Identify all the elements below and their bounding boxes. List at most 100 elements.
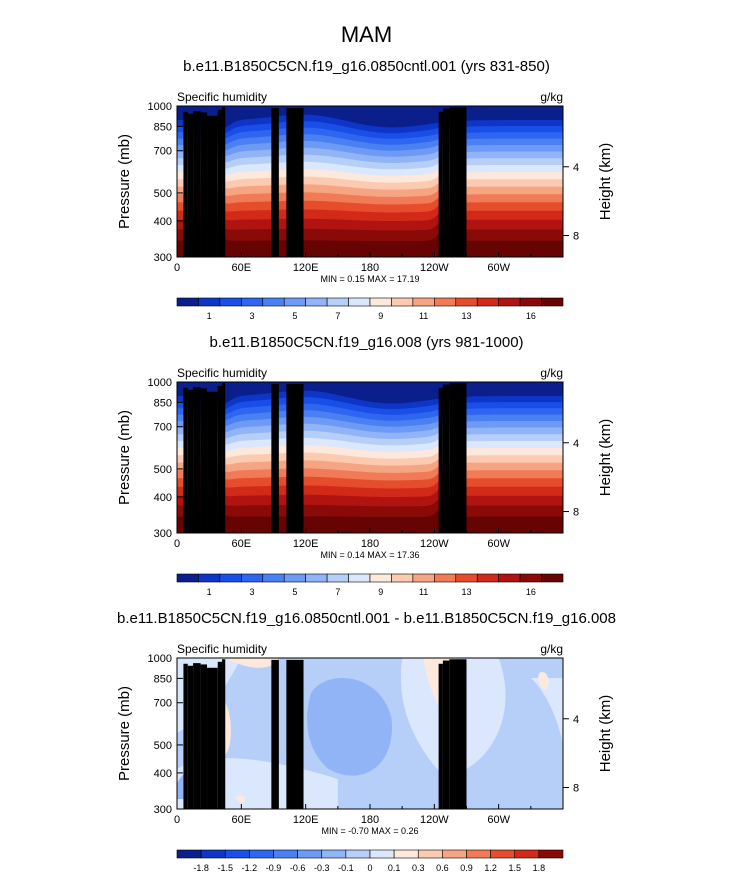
colorbar-swatch xyxy=(498,297,521,307)
contour-band xyxy=(235,795,245,803)
y-tick-label: 400 xyxy=(154,492,172,504)
x-tick-label: 0 xyxy=(174,814,180,826)
topography-block xyxy=(183,663,188,809)
x-tick-label: 60E xyxy=(232,538,252,550)
topography-block xyxy=(207,667,218,809)
colorbar-swatch xyxy=(297,849,323,859)
colorbar-label: 1 xyxy=(207,311,212,321)
panel-3-title: b.e11.B1850C5CN.f19_g16.0850cntl.001 - b… xyxy=(117,610,616,627)
colorbar-label: 3 xyxy=(250,311,255,321)
topography-block xyxy=(193,663,201,809)
colorbar-swatch xyxy=(283,297,306,307)
y-tick-label: 850 xyxy=(154,397,172,409)
colorbar-label: -0.3 xyxy=(314,863,330,873)
topography-block xyxy=(271,107,279,257)
colorbar-label: 9 xyxy=(378,311,383,321)
y-tick-label: 850 xyxy=(154,673,172,685)
topography-block xyxy=(271,659,279,809)
colorbar-label: 7 xyxy=(335,311,340,321)
colorbar-swatch xyxy=(490,849,516,859)
x-tick-label: 0 xyxy=(174,262,180,274)
colorbar-swatch xyxy=(442,849,467,859)
topography-mask xyxy=(183,107,467,258)
y-tick-label: 1000 xyxy=(148,101,172,113)
topography-block xyxy=(438,387,443,533)
colorbar-swatch xyxy=(391,573,414,583)
colorbar-label: 13 xyxy=(461,311,471,321)
colorbar-swatch xyxy=(326,573,349,583)
colorbar-swatch xyxy=(262,297,285,307)
filled-contours xyxy=(177,658,563,809)
topography-block xyxy=(187,665,194,809)
colorbar-swatch xyxy=(519,297,542,307)
colorbar-label: 11 xyxy=(419,311,428,321)
y-right-tick-label: 4 xyxy=(573,714,579,726)
panel-2-title: b.e11.B1850C5CN.f19_g16.008 (yrs 981-100… xyxy=(209,334,524,351)
topography-block xyxy=(207,115,218,257)
y-tick-label: 1000 xyxy=(148,653,172,665)
y-tick-label: 300 xyxy=(154,528,172,540)
topography-mask xyxy=(183,659,467,809)
colorbar-swatch xyxy=(249,849,274,859)
topography-block xyxy=(438,663,443,809)
colorbar xyxy=(176,573,564,583)
topography-block xyxy=(193,387,201,533)
colorbar-label: -1.5 xyxy=(217,863,233,873)
units-label: g/kg xyxy=(540,642,563,656)
colorbar-label: 0.9 xyxy=(460,863,473,873)
colorbar-swatch xyxy=(391,297,414,307)
colorbar-swatch xyxy=(466,849,491,859)
colorbar-swatch xyxy=(412,297,435,307)
topography-block xyxy=(222,383,226,533)
panel-2-chart: Specific humidity g/kg3004005007008501000… xyxy=(116,366,614,597)
colorbar-swatch xyxy=(541,573,564,583)
colorbar-label: 13 xyxy=(461,587,471,597)
y-tick-label: 400 xyxy=(154,216,172,228)
y-axis-title: Pressure (mb) xyxy=(116,410,133,505)
colorbar-swatch xyxy=(305,297,328,307)
x-tick-label: 60W xyxy=(487,538,510,550)
colorbar-swatch xyxy=(541,297,564,307)
x-tick-label: 60W xyxy=(487,262,510,274)
topography-block xyxy=(217,385,223,533)
topography-block xyxy=(271,383,279,533)
topography-block xyxy=(200,112,208,257)
y-tick-label: 700 xyxy=(154,422,172,434)
x-tick-label: 180 xyxy=(361,814,379,826)
colorbar-label: -0.1 xyxy=(338,863,354,873)
x-tick-label: 120E xyxy=(293,538,319,550)
topography-block xyxy=(207,391,218,533)
colorbar-label: 5 xyxy=(292,587,297,597)
topography-block xyxy=(286,383,304,533)
colorbar-swatch xyxy=(348,573,371,583)
colorbar-label: 1.2 xyxy=(484,863,497,873)
y-right-tick-label: 8 xyxy=(573,507,579,519)
x-tick-label: 120E xyxy=(293,262,319,274)
topography-block xyxy=(442,384,450,533)
colorbar-swatch xyxy=(369,297,392,307)
colorbar-swatch xyxy=(498,573,521,583)
panel-3-chart: Specific humidity g/kg3004005007008501000… xyxy=(116,642,614,873)
units-label: g/kg xyxy=(540,366,563,380)
figure-title: MAM xyxy=(340,22,393,47)
topography-mask xyxy=(183,383,467,533)
colorbar-label: 0.6 xyxy=(436,863,449,873)
x-tick-label: 180 xyxy=(361,262,379,274)
colorbar-swatch xyxy=(412,573,435,583)
topography-block xyxy=(286,659,304,809)
topography-block xyxy=(222,107,226,257)
y-tick-label: 500 xyxy=(154,740,172,752)
colorbar-label: 1.8 xyxy=(533,863,546,873)
filled-contours xyxy=(177,382,563,533)
colorbar xyxy=(176,849,564,859)
y-tick-label: 300 xyxy=(154,252,172,264)
colorbar-label: 5 xyxy=(292,311,297,321)
y-tick-label: 700 xyxy=(154,698,172,710)
y-tick-label: 500 xyxy=(154,464,172,476)
panel-1-chart: Specific humidity g/kg3004005007008501000… xyxy=(116,90,614,321)
colorbar-swatch xyxy=(219,297,242,307)
colorbar-label: -1.8 xyxy=(193,863,209,873)
colorbar-swatch xyxy=(348,297,371,307)
colorbar-label: 1.5 xyxy=(508,863,521,873)
y-right-axis-title: Height (km) xyxy=(597,143,614,221)
